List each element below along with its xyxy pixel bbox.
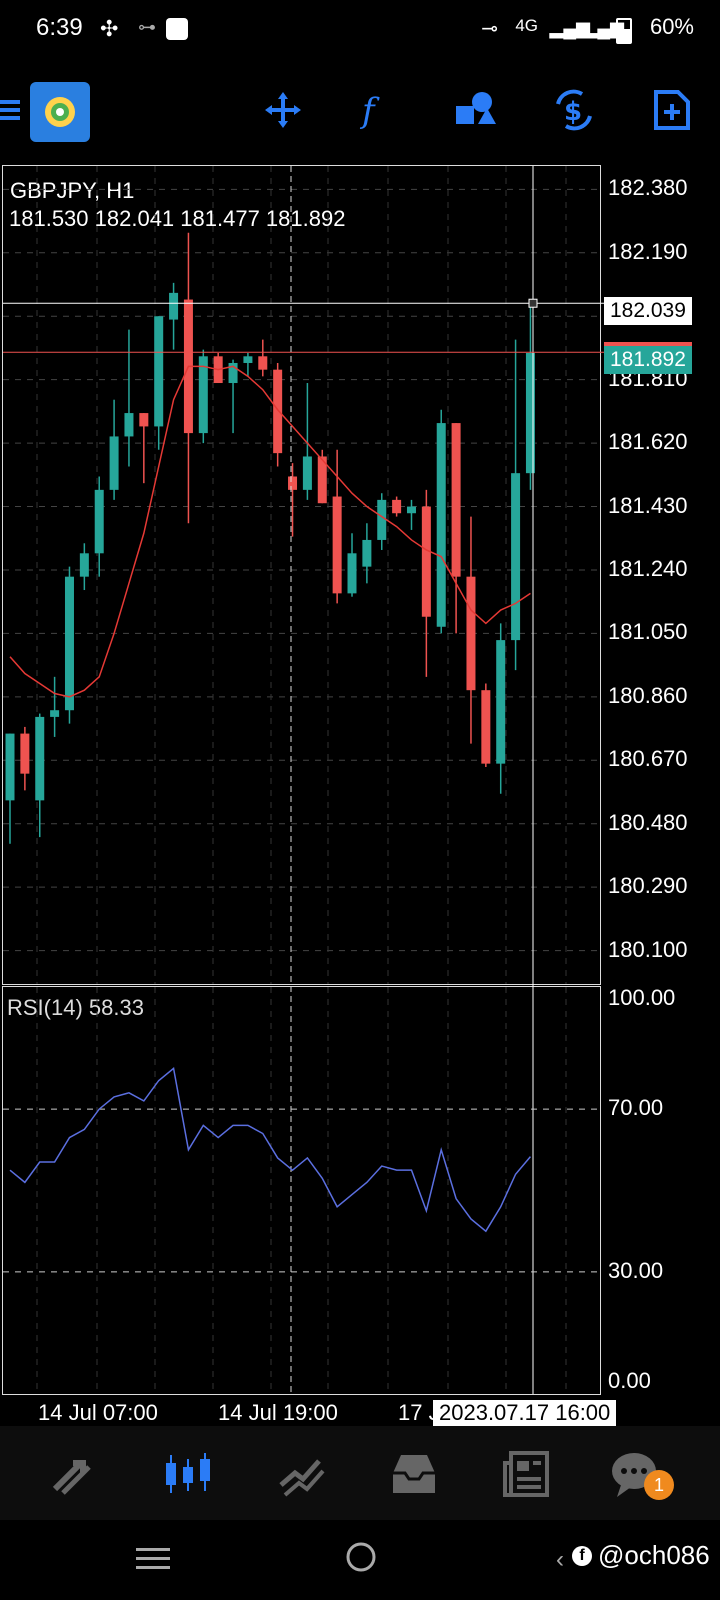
bid-price-tag: 181.892	[604, 342, 692, 374]
price-tick-label: 180.670	[608, 746, 688, 772]
price-tick-label: 181.620	[608, 429, 688, 455]
rsi-tick-label: 70.00	[608, 1095, 664, 1121]
price-tick-label: 180.480	[608, 809, 688, 835]
key-icon: ⊶	[138, 17, 156, 37]
battery-icon	[616, 18, 632, 44]
rsi-indicator-area[interactable]: RSI(14) 58.33	[2, 986, 601, 1395]
price-tick-label: 181.050	[608, 619, 688, 645]
status-bar: 6:39 ✣ ⊶ ⊸ 4G ▂▄▆ ▂▄▆ 60%	[0, 0, 720, 60]
watermark-text: @och086	[598, 1540, 710, 1570]
facebook-icon: f	[572, 1546, 592, 1566]
svg-text:$: $	[564, 97, 582, 127]
chart-toolbar: f $	[0, 70, 720, 158]
menu-icon[interactable]	[0, 82, 42, 138]
charts-icon[interactable]	[158, 1446, 218, 1502]
price-tick-label: 180.100	[608, 936, 688, 962]
news-icon[interactable]	[496, 1446, 556, 1502]
price-tick-label: 180.860	[608, 682, 688, 708]
signal-2-icon: ▂▄▆	[583, 18, 624, 38]
rsi-tick-label: 0.00	[608, 1368, 651, 1393]
main-chart-area[interactable]: GBPJPY, H1 181.530 182.041 181.477 181.8…	[2, 165, 601, 985]
crosshair-time-tag: 2023.07.17 16:00	[433, 1400, 617, 1426]
recent-apps-icon[interactable]	[136, 1544, 170, 1579]
home-icon[interactable]	[344, 1540, 378, 1579]
price-tick-label: 182.380	[608, 175, 688, 201]
battery-level: 60%	[649, 14, 694, 39]
price-tick-label: 181.430	[608, 492, 688, 518]
crosshair-move-icon[interactable]	[255, 82, 311, 138]
ohlc-label: 181.530 182.041 181.477 181.892	[9, 206, 346, 231]
rsi-tick-label: 100.00	[608, 985, 676, 1010]
crosshair-price-tag: 182.039	[604, 297, 692, 325]
history-icon[interactable]	[384, 1446, 444, 1502]
signal-icon: ▂▄▆	[549, 18, 590, 38]
system-navigation-bar: ‹ f @och086	[0, 1520, 720, 1600]
trade-icon[interactable]	[272, 1446, 332, 1502]
new-order-icon[interactable]	[644, 82, 700, 138]
status-time: 6:39	[36, 14, 83, 41]
time-tick-label: 14 Jul 07:00	[38, 1400, 158, 1425]
fan-icon: ✣	[100, 16, 119, 41]
bottom-navigation: 1	[0, 1426, 720, 1520]
objects-icon[interactable]	[448, 82, 504, 138]
message-count-badge: 1	[644, 1470, 674, 1500]
app-logo[interactable]	[30, 82, 90, 142]
rsi-label: RSI(14) 58.33	[7, 995, 144, 1020]
app-notification-icon	[166, 18, 188, 40]
price-tick-label: 181.240	[608, 555, 688, 581]
rsi-tick-label: 30.00	[608, 1257, 664, 1283]
network-type: 4G	[515, 16, 538, 35]
price-tick-label: 182.190	[608, 238, 688, 264]
function-icon[interactable]: f	[346, 82, 402, 138]
timeframe-dollar-icon[interactable]: $	[546, 82, 602, 138]
vpn-key-icon: ⊸	[481, 18, 498, 40]
quotes-icon[interactable]	[44, 1446, 104, 1502]
price-tick-label: 180.290	[608, 873, 688, 899]
time-tick-label: 14 Jul 19:00	[218, 1400, 338, 1425]
svg-text:f: f	[359, 91, 380, 130]
time-tick-label: 17 J	[398, 1400, 440, 1425]
back-icon[interactable]: ‹	[556, 1546, 564, 1573]
symbol-label: GBPJPY, H1	[10, 178, 135, 203]
